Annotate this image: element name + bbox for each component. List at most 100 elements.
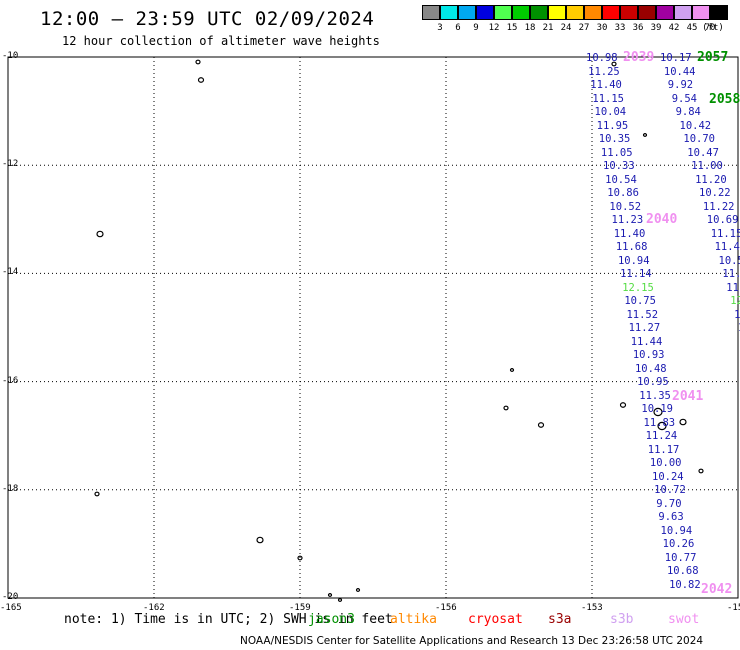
wave-height-value: 11.23 xyxy=(611,214,644,226)
wave-height-value: 11.15 xyxy=(710,227,740,240)
colorbar-swatch xyxy=(476,5,494,20)
island-outline xyxy=(195,59,201,65)
island-outline xyxy=(337,598,343,602)
colorbar-label: 6 xyxy=(455,23,461,33)
wave-height-value: 11.68 xyxy=(615,241,648,253)
island-outline xyxy=(197,77,205,83)
footer-note: note: 1) Time is in UTC; 2) SWH is in fe… xyxy=(64,612,393,627)
island-outline xyxy=(297,555,303,561)
footer-credit: NOAA/NESDIS Center for Satellite Applica… xyxy=(240,635,704,647)
longitude-label: -159 xyxy=(289,603,311,613)
wave-height-value: 11.35 xyxy=(639,389,671,402)
wave-height-value: 10.72 xyxy=(654,484,686,496)
wave-height-value: 11.4 xyxy=(722,268,740,280)
wave-height-value: 10.04 xyxy=(594,106,627,118)
colorbar-swatch xyxy=(602,5,620,20)
island-outline xyxy=(679,418,687,426)
wave-height-value: 11 xyxy=(734,308,740,321)
colorbar-swatch xyxy=(530,5,548,20)
wave-height-value: 10.47 xyxy=(687,146,719,159)
pass-time-label: 2057 xyxy=(697,50,729,65)
wave-height-value: 11.41 xyxy=(714,241,740,253)
colorbar-swatch xyxy=(512,5,530,20)
colorbar-label: 15 xyxy=(506,23,518,33)
pass-time-label: 2042 xyxy=(701,582,733,597)
pass-time-label: 2058 xyxy=(709,92,740,107)
colorbar-label: 21 xyxy=(542,23,554,33)
wave-height-value: 10.94 xyxy=(660,524,693,537)
wave-height-value: 9.54 xyxy=(671,92,697,105)
colorbar-label: 39 xyxy=(650,23,662,33)
pass-time-label: 2040 xyxy=(646,212,678,227)
wave-height-value: 10.57 xyxy=(718,254,740,267)
wave-height-value: 10.42 xyxy=(679,119,712,132)
wave-height-value: 11.40 xyxy=(590,79,622,91)
wave-height-value: 11.44 xyxy=(630,335,663,348)
longitude-label: -15 xyxy=(727,603,740,613)
mission-legend-item: s3b xyxy=(610,612,634,627)
map-frame xyxy=(7,56,739,599)
map-gridlines xyxy=(8,57,738,598)
mission-legend-item: cryosat xyxy=(468,612,523,627)
latitude-label: -10 xyxy=(2,51,19,61)
wave-height-value: 11.25 xyxy=(588,65,620,78)
wave-height-value: 11.20 xyxy=(695,173,727,186)
wave-height-value: 11.52 xyxy=(626,308,659,321)
mission-legend-item: swot xyxy=(668,612,700,627)
island-outline xyxy=(256,536,264,544)
wave-height-value: 11.95 xyxy=(596,119,629,132)
wave-height-value: 10.52 xyxy=(609,200,642,213)
island-outline xyxy=(503,405,509,411)
wave-height-value: 10.00 xyxy=(649,457,682,469)
longitude-label: -162 xyxy=(143,603,165,613)
colorbar-swatch xyxy=(566,5,584,20)
wave-height-value: 10.93 xyxy=(632,349,665,361)
island-outline xyxy=(698,468,704,474)
wave-height-value: 10.69 xyxy=(706,214,739,226)
chart-title: 12:00 — 23:59 UTC 02/09/2024 xyxy=(40,8,375,30)
island-outline xyxy=(94,491,100,497)
colorbar-swatch xyxy=(692,5,710,20)
wave-height-value: 11.05 xyxy=(600,146,633,159)
island-outline xyxy=(327,593,333,597)
footer-note-text: note: 1) Time is in UTC; 2) SWH is in fe… xyxy=(64,612,393,627)
wave-height-value: 11.24 xyxy=(645,430,678,442)
colorbar-label: 3 xyxy=(437,23,443,33)
colorbar-label: 30 xyxy=(596,23,608,33)
wave-height-value: 10.94 xyxy=(617,254,650,267)
wave-height-value: 12.15 xyxy=(622,281,654,294)
wave-height-value: 10.95 xyxy=(637,376,669,388)
wave-height-value: 10.24 xyxy=(652,470,684,483)
mission-legend-item: jason3 xyxy=(308,612,355,627)
colorbar-swatch xyxy=(422,5,440,20)
wave-height-value: 10.19 xyxy=(641,403,673,415)
wave-height-value: 9.63 xyxy=(658,511,684,523)
wave-height-value: 10.68 xyxy=(666,565,699,577)
chart-subtitle: 12 hour collection of altimeter wave hei… xyxy=(62,34,380,48)
colorbar-label: 45 xyxy=(686,23,698,33)
wave-height-value: 11.15 xyxy=(592,92,624,105)
wave-height-value: 11.00 xyxy=(691,160,723,172)
island-outline xyxy=(96,230,104,238)
wave-height-value: 11.83 xyxy=(643,416,676,429)
latitude-label: -18 xyxy=(2,483,19,494)
colorbar-unit: (ft) xyxy=(702,23,724,33)
wave-height-value: 11.22 xyxy=(702,200,735,213)
pass-time-label: 2041 xyxy=(672,389,704,404)
colorbar-label: 24 xyxy=(560,23,572,33)
wave-height-value: 10.44 xyxy=(663,65,696,78)
wave-height-value: 10.75 xyxy=(624,295,656,307)
wave-height-value: 11.40 xyxy=(613,227,646,240)
wave-height-value: 10.22 xyxy=(699,187,731,199)
longitude-label: -156 xyxy=(435,603,457,613)
latitude-label: -14 xyxy=(2,267,19,278)
colorbar-swatch xyxy=(458,5,476,20)
wave-height-value: 11 xyxy=(738,322,740,334)
latitude-label: -20 xyxy=(2,592,19,602)
island-outline xyxy=(537,422,545,428)
wave-height-value: 10.17 xyxy=(660,52,692,64)
longitude-label: -165 xyxy=(0,603,22,613)
wave-height-value: 10.86 xyxy=(607,187,639,199)
wave-height-value: 10.35 xyxy=(598,133,631,145)
colorbar-swatch xyxy=(584,5,602,20)
